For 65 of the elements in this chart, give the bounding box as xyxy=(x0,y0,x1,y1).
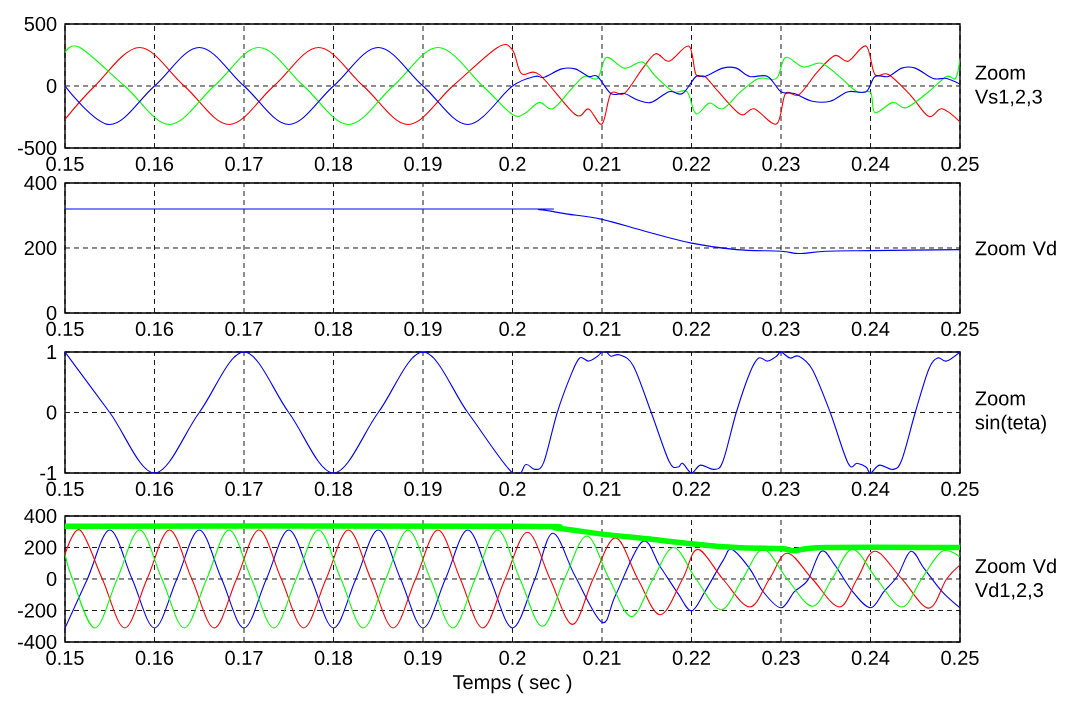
x-tick-label: 0.23 xyxy=(762,321,800,337)
x-tick-label: 0.17 xyxy=(225,156,263,172)
y-tick-label: 0 xyxy=(46,405,57,420)
x-tick-label: 0.15 xyxy=(46,650,84,666)
x-tick-label: 0.19 xyxy=(404,650,442,666)
x-tick-label: 0.16 xyxy=(135,650,174,666)
x-tick-label: 0.21 xyxy=(583,650,621,666)
y-tick-label: -200 xyxy=(18,603,57,618)
x-tick-label: 0.22 xyxy=(672,650,710,666)
x-tick-label: 0.21 xyxy=(583,321,621,337)
y-tick-label: 400 xyxy=(24,175,57,191)
x-tick-label: 0.18 xyxy=(314,650,353,666)
x-tick-label: 0.17 xyxy=(225,650,263,666)
x-tick-label: 0.25 xyxy=(941,321,979,337)
y-axis-title: Zoom Vd Vd1,2,3 xyxy=(974,558,1056,600)
x-tick-label: 0.19 xyxy=(404,321,442,337)
x-tick-label: 0.22 xyxy=(672,156,710,172)
x-tick-label: 0.16 xyxy=(135,481,174,497)
x-tick-label: 0.23 xyxy=(762,650,800,666)
x-tick-label: 0.24 xyxy=(851,156,890,172)
y-axis-title: Zoom sin(teta) xyxy=(975,391,1046,434)
y-tick-label: 200 xyxy=(24,240,57,256)
x-tick-label: 0.19 xyxy=(404,156,442,172)
y-tick-label: 0 xyxy=(46,571,57,587)
x-tick-label: 0.21 xyxy=(583,156,621,172)
x-tick-label: 0.25 xyxy=(941,156,979,172)
x-tick-label: 0.19 xyxy=(404,481,442,497)
x-axis-title: Temps ( sec ) xyxy=(452,674,572,694)
y-tick-label: 0 xyxy=(46,78,57,94)
x-tick-label: 0.18 xyxy=(314,321,353,337)
x-tick-label: 0.16 xyxy=(135,321,174,337)
x-tick-label: 0.23 xyxy=(762,481,800,497)
y-axis-title: Zoom Vd xyxy=(975,240,1056,256)
x-tick-label: 0.17 xyxy=(225,481,263,497)
x-tick-label: 0.24 xyxy=(851,321,890,337)
x-tick-label: 0.2 xyxy=(499,481,526,497)
x-tick-label: 0.2 xyxy=(499,650,526,666)
x-tick-label: 0.15 xyxy=(46,156,84,172)
x-tick-label: 0.16 xyxy=(135,156,174,172)
y-tick-label: 1 xyxy=(47,345,57,359)
x-tick-label: 0.25 xyxy=(941,650,979,666)
x-tick-label: 0.15 xyxy=(46,321,84,337)
x-tick-label: 0.23 xyxy=(762,156,800,172)
y-tick-label: 200 xyxy=(24,540,57,555)
x-tick-label: 0.17 xyxy=(225,321,263,337)
y-tick-label: -400 xyxy=(18,634,57,650)
x-tick-label: 0.25 xyxy=(941,481,979,497)
line-series xyxy=(65,352,961,473)
x-tick-label: 0.24 xyxy=(851,481,890,497)
x-tick-label: 0.2 xyxy=(499,321,526,337)
y-tick-label: 0 xyxy=(46,305,57,321)
x-tick-label: 0.18 xyxy=(314,156,353,172)
x-tick-label: 0.2 xyxy=(499,156,526,172)
x-tick-label: 0.21 xyxy=(583,481,621,497)
line-series xyxy=(65,208,961,255)
y-tick-label: -500 xyxy=(18,140,57,156)
y-tick-label: 500 xyxy=(24,16,57,32)
x-tick-label: 0.22 xyxy=(672,321,710,337)
x-tick-label: 0.18 xyxy=(314,481,353,497)
y-tick-label: 400 xyxy=(24,508,57,524)
y-axis-title: Zoom Vs1,2,3 xyxy=(974,65,1042,107)
x-tick-label: 0.22 xyxy=(672,481,710,497)
x-tick-label: 0.24 xyxy=(851,650,890,666)
y-tick-label: -1 xyxy=(40,466,57,480)
x-tick-label: 0.15 xyxy=(46,481,84,497)
